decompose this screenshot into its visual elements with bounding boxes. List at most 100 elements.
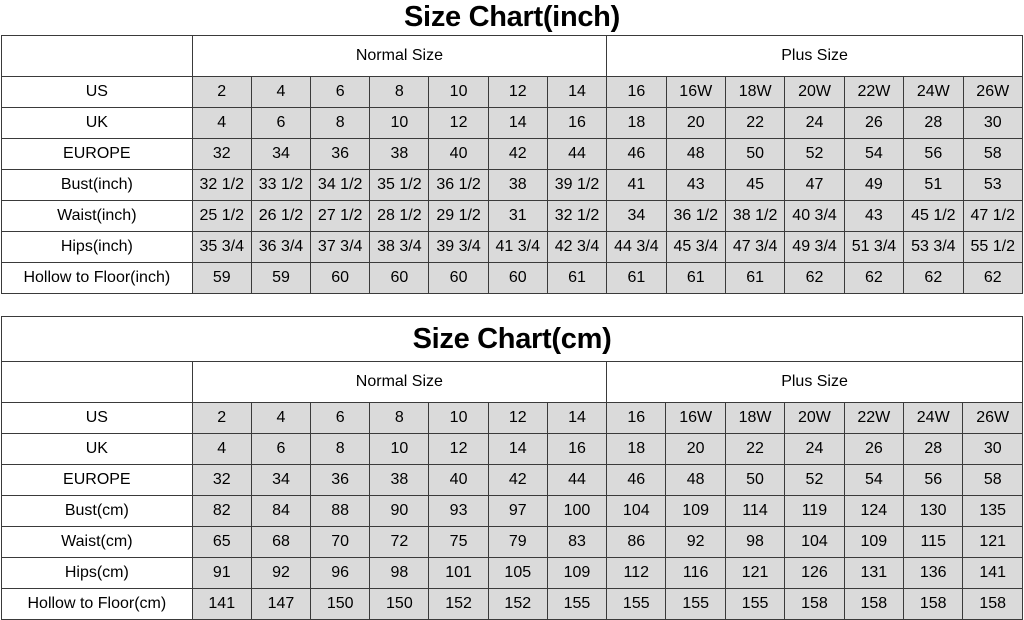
data-cell: 130 xyxy=(903,495,964,527)
data-cell: 28 1/2 xyxy=(369,200,430,232)
data-cell: 70 xyxy=(310,526,371,558)
data-cell: 135 xyxy=(962,495,1023,527)
corner-blank-cell xyxy=(1,35,193,77)
data-cell: 115 xyxy=(903,526,964,558)
data-cell: 58 xyxy=(962,464,1023,496)
data-cell: 56 xyxy=(903,138,964,170)
data-cell: 83 xyxy=(546,526,608,558)
data-cell: 92 xyxy=(665,526,726,558)
data-cell: 24W xyxy=(903,76,964,108)
data-cell: 92 xyxy=(250,557,312,589)
data-cell: 53 3/4 xyxy=(903,231,964,263)
size-table-inch: Normal Size Plus Size US 2 4 6 8 10 12 14 16 16W 18W… xyxy=(1,35,1024,294)
data-cell: 65 xyxy=(191,526,252,558)
data-cell: 38 xyxy=(487,169,548,201)
data-cell: 86 xyxy=(606,526,667,558)
data-cell: 14 xyxy=(546,76,608,108)
data-cell: 55 1/2 xyxy=(962,231,1024,263)
table-row: EUROPE 32 34 36 38 40 42 44 46 48 50 52 54 56 58 xyxy=(1,138,1024,170)
data-cell: 12 xyxy=(428,433,489,465)
data-cell: 4 xyxy=(250,76,312,108)
data-cell: 114 xyxy=(724,495,786,527)
data-cell: 18 xyxy=(606,107,667,139)
data-cell: 105 xyxy=(487,557,548,589)
data-cell: 62 xyxy=(784,262,845,294)
data-cell: 12 xyxy=(487,76,548,108)
data-cell: 14 xyxy=(487,433,548,465)
data-cell: 61 xyxy=(546,262,608,294)
table-row: Bust(cm) 82 84 88 90 93 97 100 104 109 114 119 124 13… xyxy=(1,495,1023,527)
data-cell: 38 xyxy=(369,464,430,496)
data-cell: 116 xyxy=(665,557,726,589)
data-cell: 59 xyxy=(250,262,312,294)
group-header-plus-size: Plus Size xyxy=(606,361,1023,403)
size-chart-inch: Size Chart(inch) Normal Size Plus Size US 2… xyxy=(0,0,1024,294)
data-cell: 158 xyxy=(903,588,964,620)
data-cell: 34 1/2 xyxy=(310,169,371,201)
data-cell: 38 xyxy=(369,138,430,170)
data-cell: 18W xyxy=(724,402,786,434)
data-cell: 109 xyxy=(665,495,726,527)
data-cell: 50 xyxy=(724,138,786,170)
data-cell: 35 3/4 xyxy=(191,231,252,263)
data-cell: 54 xyxy=(843,464,905,496)
data-cell: 10 xyxy=(369,433,430,465)
data-cell: 8 xyxy=(369,76,430,108)
row-label: UK xyxy=(1,107,193,139)
size-chart-cm: Size Chart(cm) Normal Size Plus Size US 2 4 6 8… xyxy=(0,316,1024,620)
data-cell: 52 xyxy=(784,464,845,496)
data-cell: 20 xyxy=(665,433,726,465)
data-cell: 52 xyxy=(784,138,845,170)
data-cell: 45 3/4 xyxy=(665,231,726,263)
data-cell: 10 xyxy=(428,76,489,108)
data-cell: 42 3/4 xyxy=(546,231,608,263)
data-cell: 58 xyxy=(962,138,1024,170)
row-label: UK xyxy=(1,433,193,465)
data-cell: 26W xyxy=(962,76,1024,108)
data-cell: 2 xyxy=(191,76,252,108)
group-header-normal-size: Normal Size xyxy=(191,35,608,77)
table-row: Hollow to Floor(inch) 59 59 60 60 60 60 61 61 61 6… xyxy=(1,262,1024,294)
data-cell: 152 xyxy=(428,588,489,620)
data-cell: 44 3/4 xyxy=(606,231,667,263)
data-cell: 158 xyxy=(784,588,845,620)
group-header-plus-size: Plus Size xyxy=(606,35,1023,77)
group-header-row: Normal Size Plus Size xyxy=(1,35,1023,77)
data-cell: 90 xyxy=(369,495,430,527)
data-cell: 26 1/2 xyxy=(250,200,312,232)
data-cell: 6 xyxy=(310,402,371,434)
data-cell: 75 xyxy=(428,526,489,558)
row-label: Hollow to Floor(cm) xyxy=(1,588,193,620)
data-cell: 72 xyxy=(369,526,430,558)
data-cell: 124 xyxy=(843,495,905,527)
data-cell: 45 xyxy=(724,169,786,201)
data-cell: 61 xyxy=(724,262,786,294)
data-cell: 155 xyxy=(546,588,608,620)
data-cell: 54 xyxy=(843,138,905,170)
data-cell: 104 xyxy=(784,526,845,558)
table-row: Waist(inch) 25 1/2 26 1/2 27 1/2 28 1/2 29 1/… xyxy=(1,200,1024,232)
data-cell: 10 xyxy=(369,107,430,139)
data-cell: 16W xyxy=(665,76,726,108)
data-cell: 48 xyxy=(665,464,726,496)
row-label: Hips(cm) xyxy=(1,557,193,589)
data-cell: 36 1/2 xyxy=(665,200,726,232)
row-label: Hollow to Floor(inch) xyxy=(1,262,193,294)
data-cell: 60 xyxy=(310,262,371,294)
data-cell: 62 xyxy=(962,262,1024,294)
data-cell: 158 xyxy=(843,588,905,620)
data-cell: 93 xyxy=(428,495,489,527)
table-row: UK 4 6 8 10 12 14 16 18 20 22 24 26 28 30 xyxy=(1,433,1023,465)
data-cell: 155 xyxy=(606,588,667,620)
row-label: Bust(cm) xyxy=(1,495,193,527)
data-cell: 34 xyxy=(250,138,312,170)
data-cell: 36 3/4 xyxy=(250,231,312,263)
data-cell: 12 xyxy=(487,402,548,434)
data-cell: 152 xyxy=(487,588,548,620)
table-row: US 2 4 6 8 10 12 14 16 16W 18W 20W 22W 24W 26W xyxy=(1,402,1023,434)
data-cell: 45 1/2 xyxy=(903,200,964,232)
data-cell: 141 xyxy=(191,588,252,620)
data-cell: 18W xyxy=(724,76,786,108)
data-cell: 141 xyxy=(962,557,1023,589)
